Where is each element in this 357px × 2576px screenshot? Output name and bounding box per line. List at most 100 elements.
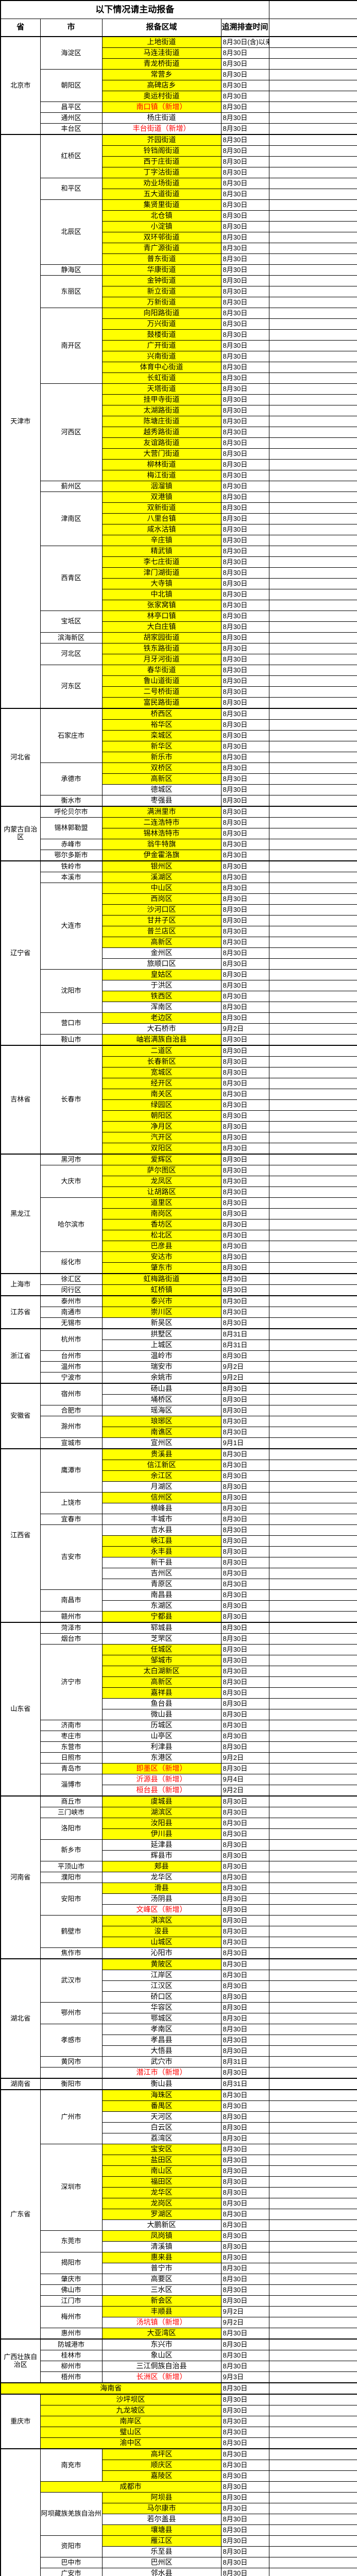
area-cell: 南岗区 xyxy=(101,1208,222,1219)
area-cell: 二号桥街道 xyxy=(101,686,222,698)
filler-cell xyxy=(268,1883,357,1894)
city-cell: 赣州市 xyxy=(40,1611,103,1623)
filler-cell xyxy=(268,297,357,308)
date-cell: 8月30日 xyxy=(220,904,269,916)
date-cell: 8月30日 xyxy=(220,2524,269,2536)
filler-cell xyxy=(268,730,357,741)
table-row: 南岸区 8月30日 xyxy=(1,2416,357,2427)
province-cell: 黑龙江 xyxy=(0,1154,41,1274)
province-cell: 辽宁省 xyxy=(0,860,41,1046)
area-cell: 埇桥区 xyxy=(101,1394,222,1405)
filler-cell xyxy=(268,1284,357,1296)
table-row: 小淀镇 8月30日 xyxy=(1,221,357,232)
date-cell: 8月30日 xyxy=(220,806,269,818)
date-cell: 8月30日 xyxy=(220,1405,269,1416)
table-row: 荔湾区 8月30日 xyxy=(1,2133,357,2144)
area-cell: 陈塘庄街道 xyxy=(101,416,222,427)
filler-cell xyxy=(268,2274,357,2285)
city-cell: 濮阳市 xyxy=(40,1872,103,1883)
city-cell: 海淀区 xyxy=(40,36,103,70)
filler-cell xyxy=(268,2100,357,2112)
area-cell: 二连浩特市 xyxy=(101,817,222,828)
table-row: 枣庄市 山亭区 8月30日 xyxy=(1,1731,357,1742)
area-cell: 邻水县 xyxy=(101,2568,222,2576)
date-cell: 8月30日 xyxy=(220,893,269,905)
area-cell: 汤阴县 xyxy=(101,1893,222,1905)
area-cell: 双桥区 xyxy=(101,762,222,774)
area-cell: 柳林街道 xyxy=(101,459,222,470)
date-cell: 8月30日 xyxy=(220,860,269,872)
table-row: 江门市 新会区 8月30日 xyxy=(1,2295,357,2307)
city-cell: 吉安市 xyxy=(40,1524,103,1590)
area-cell: 净月区 xyxy=(101,1121,222,1132)
city-cell: 肇庆市 xyxy=(40,2274,103,2285)
filler-cell xyxy=(268,2382,357,2395)
date-cell: 8月30日 xyxy=(220,2492,269,2503)
table-row: 湖南省 衡阳市 衡山县 8月31日 xyxy=(0,2078,357,2090)
date-cell: 8月30日 xyxy=(220,741,269,752)
filler-cell xyxy=(268,1448,357,1460)
table-row: 西青区 精武镇 8月30日 xyxy=(1,546,357,611)
city-cell: 鹰潭市 xyxy=(40,1448,103,1493)
area-cell: 高碑店乡 xyxy=(101,80,222,91)
table-row: 平顶山市 郏县 8月30日 xyxy=(1,1861,357,1872)
date-cell: 8月30日 xyxy=(220,1926,269,1937)
city-cell: 无锡市 xyxy=(40,1317,103,1329)
area-cell: 松北区 xyxy=(101,1230,222,1241)
date-cell: 8月30日 xyxy=(220,2481,269,2493)
area-cell: 旅顺口区 xyxy=(101,958,222,970)
area-cell: 双港镇 xyxy=(101,492,222,503)
city-cell: 黑河市 xyxy=(40,1154,103,1165)
date-cell: 8月30日 xyxy=(220,2427,269,2438)
date-cell: 8月30日 xyxy=(220,58,269,70)
table-row: 旅顺口区 8月30日 xyxy=(1,958,357,970)
date-cell: 8月30日 xyxy=(220,405,269,416)
date-cell: 8月30日 xyxy=(220,2503,269,2514)
table-row: 邹城市 8月30日 xyxy=(1,1655,357,1666)
table-row: 三门峡市 湖滨区 8月30日 xyxy=(1,1807,357,1818)
date-cell: 8月30日 xyxy=(220,178,269,189)
table-row: 广开街道 8月30日 xyxy=(1,340,357,351)
date-cell: 8月30日 xyxy=(220,1273,269,1285)
area-cell: 新会区 xyxy=(101,2295,222,2307)
city-cell: 石家庄市 xyxy=(40,708,103,763)
area-cell: 鄂城区 xyxy=(101,2013,222,2024)
table-row: 和平区 劝业场街道 8月30日 xyxy=(1,178,357,200)
area-cell: 北仓镇 xyxy=(101,210,222,222)
filler-cell xyxy=(268,167,357,178)
area-cell: 东兴市 xyxy=(101,2338,222,2350)
filler-cell xyxy=(268,621,357,633)
filler-cell xyxy=(268,1828,357,1840)
area-cell: 银州区 xyxy=(101,860,222,872)
table-row: 友谊路街道 8月30日 xyxy=(1,437,357,449)
area-cell: 虹梅路街道 xyxy=(101,1273,222,1285)
date-cell: 8月30日 xyxy=(220,2338,269,2350)
filler-cell xyxy=(268,2338,357,2350)
area-cell: 孝南区 xyxy=(101,2024,222,2035)
area-cell: 肇东市 xyxy=(101,1262,222,1274)
filler-cell xyxy=(268,665,357,676)
table-row: 山城区 8月30日 xyxy=(1,1937,357,1948)
area-cell: 龙凤区 xyxy=(101,1176,222,1187)
date-cell: 8月30日 xyxy=(220,1872,269,1883)
date-cell: 8月30日 xyxy=(220,1568,269,1579)
area-cell: 向阳路街道 xyxy=(101,308,222,319)
date-cell: 8月30日 xyxy=(220,1034,269,1046)
date-cell: 8月30日 xyxy=(220,1262,269,1274)
area-cell: 乐至县 xyxy=(101,2546,222,2557)
area-cell: 浚县 xyxy=(101,1926,222,1937)
area-cell: 丁字沽街道 xyxy=(101,167,222,178)
filler-cell xyxy=(268,2144,357,2155)
date-cell: 8月30日 xyxy=(220,308,269,319)
table-row: 奥运村街道 8月30日 xyxy=(1,91,357,102)
filler-cell xyxy=(268,1687,357,1699)
table-row: 闵行区 虹桥镇 8月30日 xyxy=(1,1284,357,1296)
table-row: 济南市 历城区 8月30日 xyxy=(1,1720,357,1731)
filler-cell xyxy=(268,958,357,970)
area-cell: 余江区 xyxy=(101,1470,222,1482)
filler-cell xyxy=(268,1143,357,1155)
table-row: 北京市 海淀区 上地街道 8月30日(含)以来 xyxy=(0,36,357,135)
area-cell: 天塔街道 xyxy=(101,383,222,395)
city-cell: 南开区 xyxy=(40,308,103,384)
city-cell: 合肥市 xyxy=(40,1405,103,1416)
